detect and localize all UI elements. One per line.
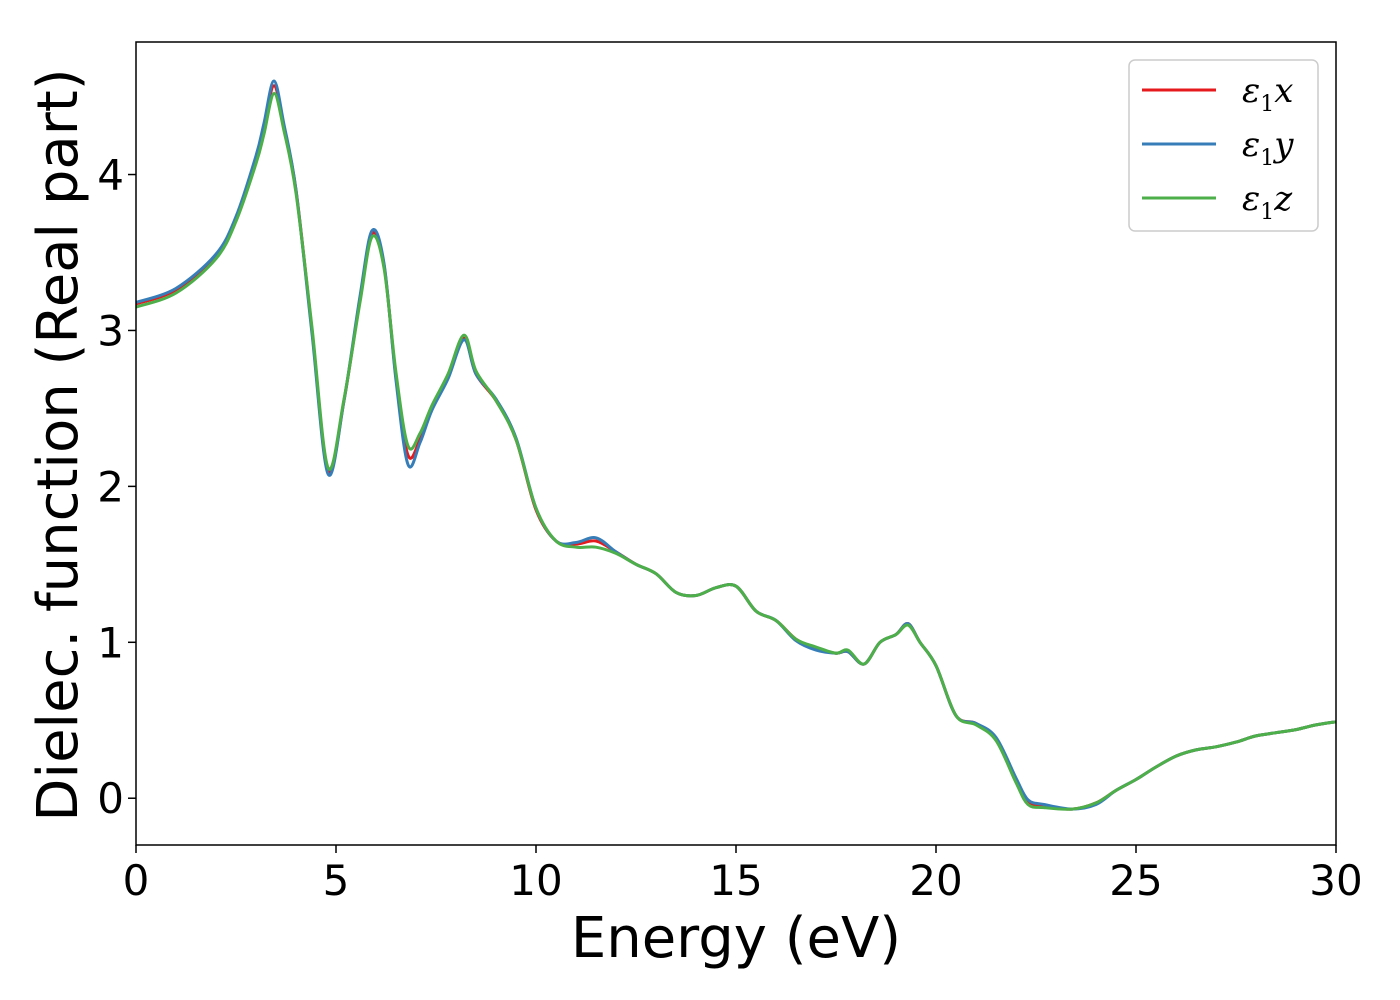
x-tick-label: 30 bbox=[1309, 856, 1362, 905]
y-tick-label: 2 bbox=[97, 462, 124, 511]
x-tick-label: 15 bbox=[709, 856, 762, 905]
x-axis-label: Energy (eV) bbox=[571, 906, 901, 971]
x-tick-label: 25 bbox=[1109, 856, 1162, 905]
x-tick-label: 10 bbox=[509, 856, 562, 905]
series-line-z bbox=[136, 91, 1336, 811]
x-tick-label: 5 bbox=[323, 856, 350, 905]
y-tick-label: 1 bbox=[97, 618, 124, 667]
y-tick-label: 4 bbox=[97, 151, 124, 200]
y-axis: 0 1 2 3 4 bbox=[97, 151, 136, 823]
x-tick-label: 0 bbox=[123, 856, 150, 905]
y-tick-label: 3 bbox=[97, 306, 124, 355]
x-tick-label: 20 bbox=[909, 856, 962, 905]
x-axis: 0 5 10 15 20 25 30 bbox=[123, 845, 1363, 905]
legend-entry: ε1x bbox=[1242, 71, 1293, 117]
legend-box bbox=[1128, 59, 1319, 232]
legend: ε1x ε1y ε1z bbox=[1128, 59, 1319, 232]
y-tick-label: 0 bbox=[97, 774, 124, 823]
legend-entry: ε1y bbox=[1242, 125, 1294, 171]
legend-entry: ε1z bbox=[1242, 179, 1293, 225]
series-layer bbox=[136, 79, 1336, 811]
y-axis-label: Dielec. function (Real part) bbox=[26, 68, 91, 821]
